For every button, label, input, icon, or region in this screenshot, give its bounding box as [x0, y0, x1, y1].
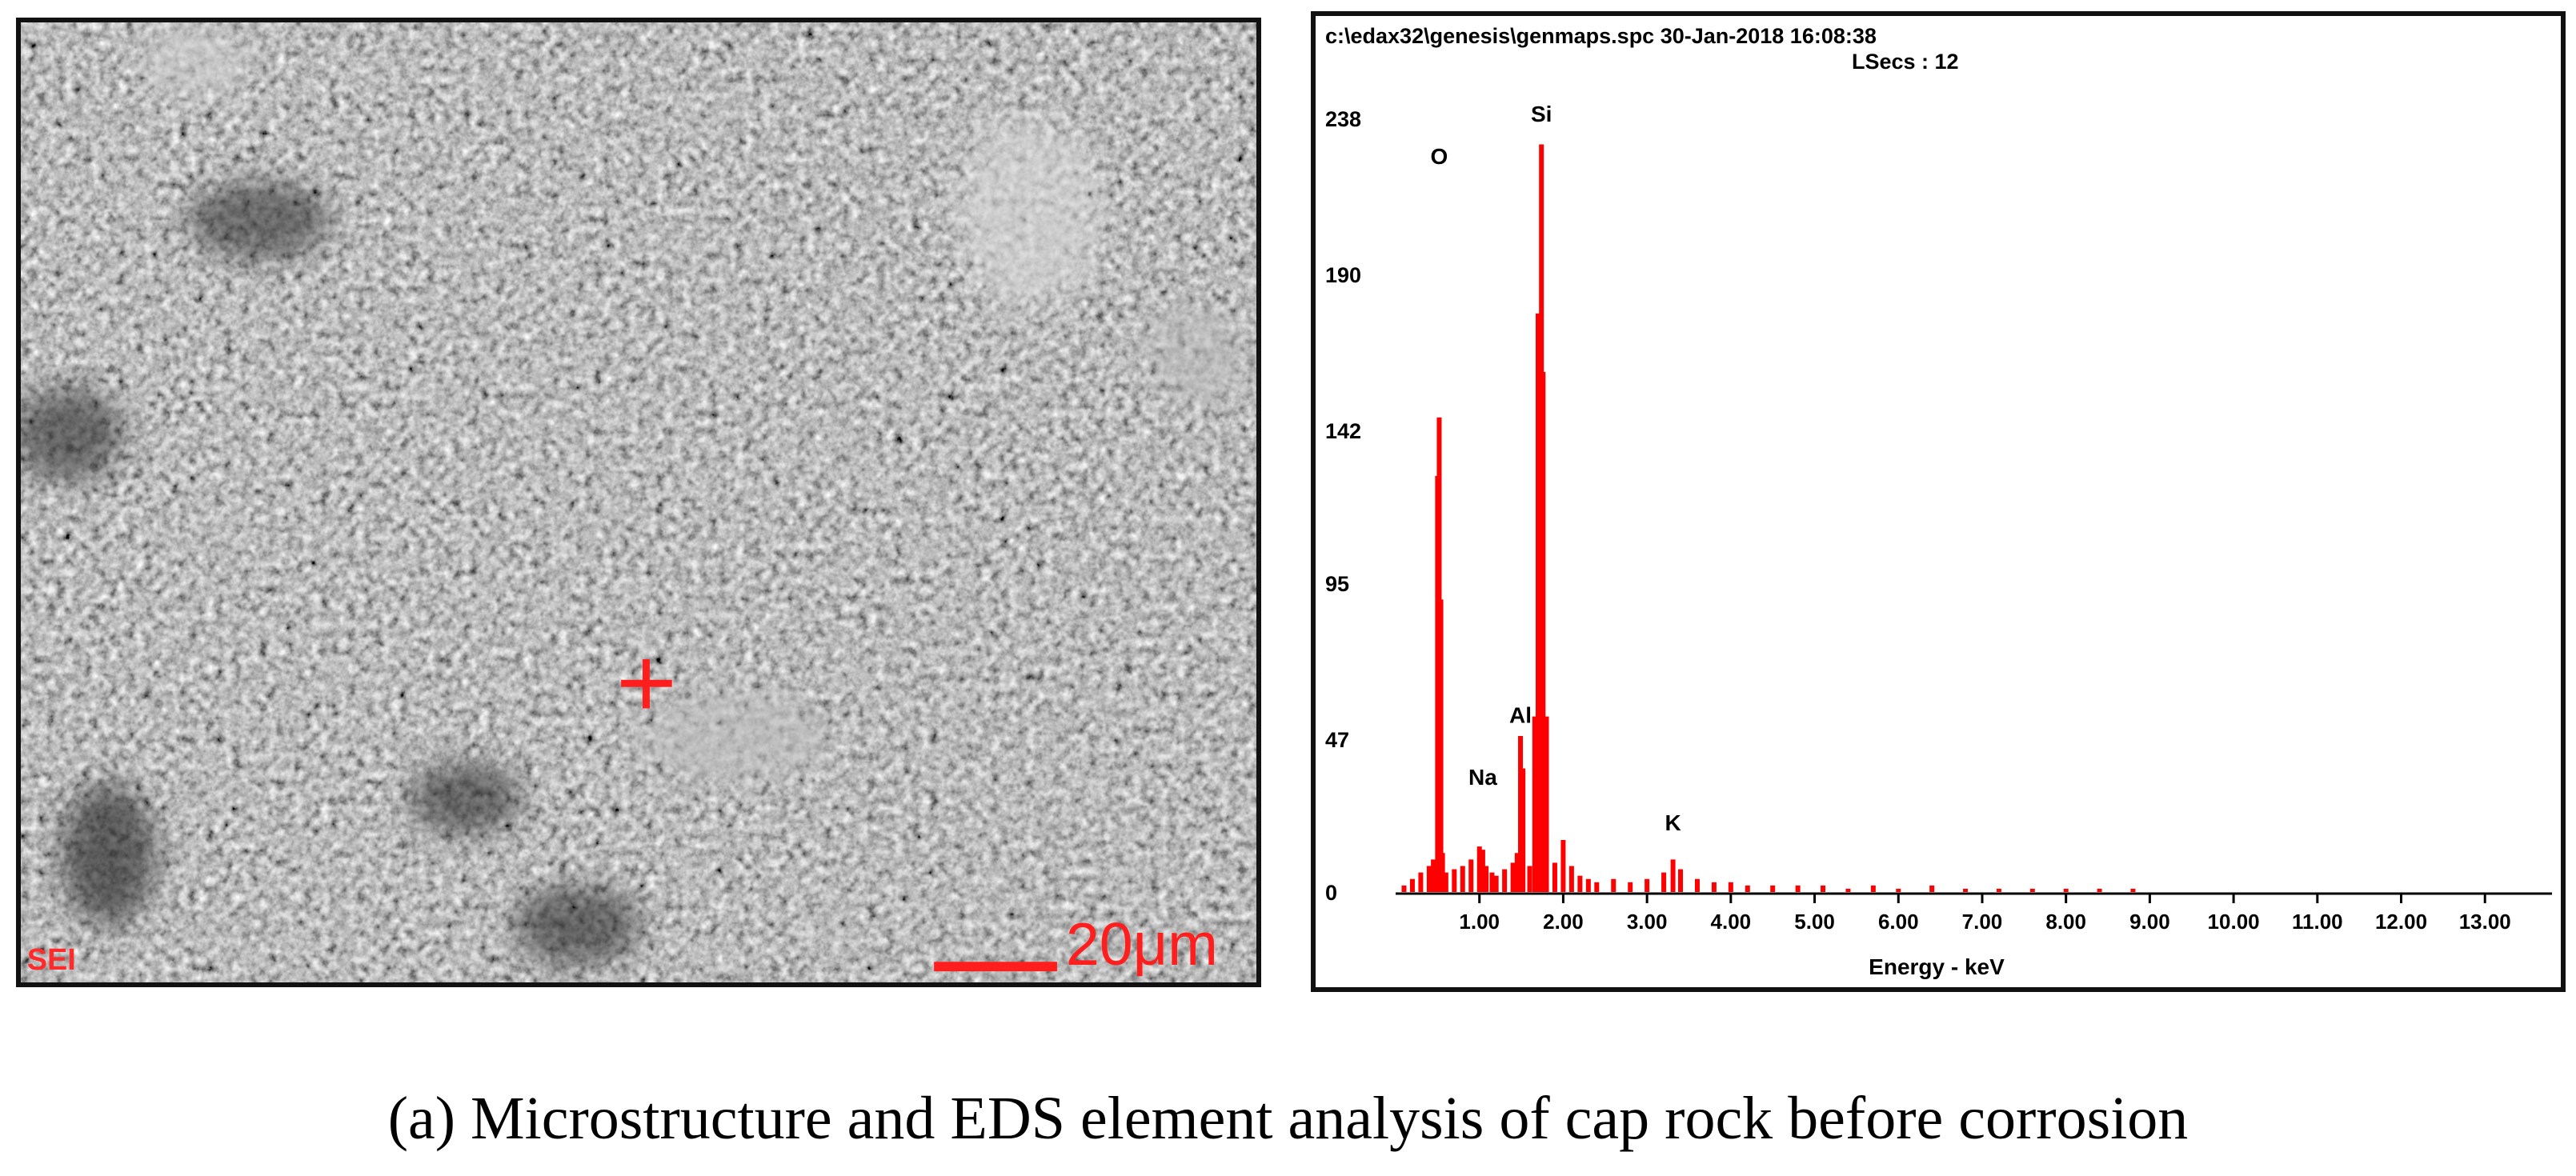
spectrum-bar	[1645, 878, 1650, 892]
spectrum-bar	[1728, 882, 1733, 892]
spectrum-bar	[1585, 878, 1591, 892]
spectrum-bar	[1514, 853, 1520, 892]
spectrum-bar	[1770, 885, 1776, 892]
peak-label-si: Si	[1531, 102, 1552, 126]
spectrum-bar	[1845, 888, 1851, 892]
scale-bar	[934, 962, 1057, 972]
spectrum-bar	[1795, 885, 1801, 892]
x-tick-label: 4.00	[1711, 910, 1752, 934]
x-tick-label: 9.00	[2129, 910, 2170, 934]
spectrum-bar	[1409, 878, 1415, 892]
spectrum-bar	[1552, 862, 1557, 892]
sem-image: SEI 20μm	[21, 22, 1256, 982]
spectrum-bar	[1996, 888, 2001, 892]
y-tick-label: 0	[1325, 881, 1337, 905]
spectrum-bar	[1670, 859, 1676, 892]
x-tick-label: 3.00	[1627, 910, 1668, 934]
peak-label-na: Na	[1468, 765, 1497, 790]
x-tick-label: 10.00	[2208, 910, 2260, 934]
spectrum-bar	[1611, 878, 1617, 892]
spectrum-bar	[1520, 768, 1526, 892]
spectrum-bar	[1560, 839, 1566, 892]
spectrum-bar	[1431, 859, 1436, 892]
spectrum-bar	[1476, 846, 1482, 892]
x-tick-label: 8.00	[2045, 910, 2086, 934]
x-tick-label: 12.00	[2375, 910, 2427, 934]
spectrum-bar	[1821, 885, 1826, 892]
spectrum-bar	[1678, 869, 1684, 892]
spectrum-bar	[1896, 888, 1901, 892]
spectrum-bar	[1544, 716, 1549, 892]
spectrum-bar	[1510, 862, 1516, 892]
y-tick-label: 190	[1325, 263, 1361, 287]
x-tick-label: 6.00	[1878, 910, 1919, 934]
peak-label-o: O	[1431, 144, 1448, 169]
spectrum-bar	[2130, 888, 2136, 892]
spectrum-bar	[1711, 882, 1717, 892]
sem-micrograph: SEI 20μm	[16, 18, 1261, 987]
eds-spectrum-chart: c:\edax32\genesis\genmaps.spc 30-Jan-201…	[1325, 24, 2552, 979]
spectrum-bar	[1577, 875, 1583, 892]
y-tick-label: 95	[1325, 572, 1349, 596]
spectrum-bar	[1870, 885, 1876, 892]
detector-label: SEI	[27, 942, 76, 976]
spectrum-bar	[1694, 878, 1700, 892]
figure-caption: (a) Microstructure and EDS element analy…	[387, 1085, 2189, 1152]
spectrum-bar	[1468, 859, 1474, 892]
sem-dark-regions	[21, 181, 640, 966]
y-tick-label: 142	[1325, 419, 1361, 443]
spectrum-bar	[1438, 599, 1444, 892]
spectrum-bar	[1661, 872, 1667, 892]
x-tick-label: 5.00	[1794, 910, 1835, 934]
spectrum-bar	[1527, 866, 1532, 892]
x-tick-label: 2.00	[1543, 910, 1584, 934]
spectrum-bar	[1443, 872, 1448, 892]
spectrum-bar	[1480, 850, 1485, 892]
eds-spectrum-panel: c:\edax32\genesis\genmaps.spc 30-Jan-201…	[1311, 11, 2566, 992]
peak-label-k: K	[1665, 810, 1681, 835]
sem-bright-regions	[139, 26, 1244, 783]
spectrum-bar	[2029, 888, 2035, 892]
spectrum-bar	[1963, 888, 1969, 892]
live-seconds-label: LSecs : 12	[1852, 50, 1959, 74]
peak-label-al: Al	[1509, 703, 1532, 728]
spectrum-file-header: c:\edax32\genesis\genmaps.spc 30-Jan-201…	[1325, 24, 1877, 48]
spectrum-bar	[1452, 869, 1457, 892]
x-tick-label: 13.00	[2459, 910, 2511, 934]
spectrum-bar	[1489, 872, 1495, 892]
crosshair-marker	[621, 659, 672, 709]
x-tick-label: 7.00	[1962, 910, 2003, 934]
spectrum-bar	[2063, 888, 2069, 892]
spectrum-bar	[1493, 875, 1499, 892]
spectrum-bar	[1418, 872, 1424, 892]
spectrum-bar	[1594, 882, 1600, 892]
spectrum-bar	[1460, 866, 1465, 892]
spectrum-bar	[1440, 853, 1445, 892]
spectrum-bar	[1568, 866, 1574, 892]
y-tick-label: 47	[1325, 728, 1349, 752]
spectrum-bar	[1628, 882, 1633, 892]
x-tick-label: 1.00	[1459, 910, 1500, 934]
spectrum-bar	[1929, 885, 1935, 892]
y-tick-label: 238	[1325, 107, 1361, 131]
spectrum-bar	[1502, 869, 1508, 892]
spectrum-bar	[1540, 371, 1546, 892]
spectrum-bar	[1426, 866, 1432, 892]
spectrum-bar	[2097, 888, 2102, 892]
x-axis-label: Energy - keV	[1869, 954, 2005, 979]
spectrum-bar	[1518, 735, 1524, 892]
spectrum-bar	[1532, 716, 1537, 892]
scale-bar-label: 20μm	[1066, 910, 1218, 978]
spectrum-bar	[1745, 885, 1750, 892]
spectrum-bar	[1536, 313, 1541, 893]
x-tick-label: 11.00	[2292, 910, 2343, 934]
spectrum-bar	[1401, 885, 1407, 892]
spectrum-bar	[1484, 866, 1489, 892]
